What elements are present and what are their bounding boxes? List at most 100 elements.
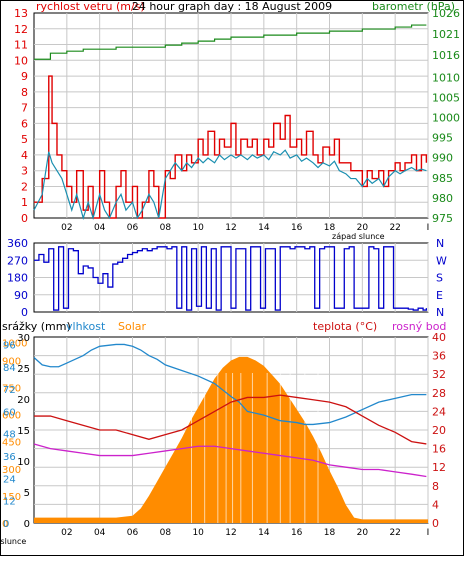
temperature-tick-label: 16 [432,443,446,456]
direction-tick-label: 90 [14,289,28,302]
compass-tick-label: N [436,237,444,250]
pressure-line [34,24,427,60]
temperature-tick-label: 0 [432,517,439,530]
thermo-x-tick-label: 18 [324,528,336,538]
thermo-x-tick-label: 16 [291,528,303,538]
wind-x-tick-label: 08 [160,223,172,233]
solar-tick-label: 600 [2,411,21,422]
rain-tick-label: 10 [17,457,30,468]
wind-tick-label: 1 [21,196,28,209]
wind-x-tick-label: 12 [225,223,236,233]
temperature-line [34,394,427,445]
temperature-tick-label: 28 [432,387,446,400]
thermo-x-tick-label: 06 [127,528,139,538]
wind-tick-label: 3 [21,165,28,178]
temperature-tick-label: 32 [432,368,446,381]
pressure-tick-label: 1005 [432,91,460,104]
thermo-x-tick-label: 20 [357,528,369,538]
rain-tick-label: 0 [24,519,30,530]
rain-tick-label: 15 [17,426,30,437]
rain-tick-label: 20 [17,395,30,406]
solar-tick-label: 450 [2,438,21,449]
solar-tick-label: 1000 [2,338,27,349]
pressure-tick-label: 1000 [432,112,460,125]
compass-tick-label: S [436,272,443,285]
humidity-tick-label: 96 [3,340,16,351]
temperature-axis-label: teplota (°C) [313,320,377,333]
direction-tick-label: 180 [7,272,28,285]
wind-axis-label: rychlost vetru (m/s) [36,0,145,13]
wind-x-tick-label: 10 [192,223,204,233]
pressure-tick-label: 990 [432,152,453,165]
wind-tick-label: 13 [14,7,28,20]
wind-average-line [33,149,427,221]
thermo-x-tick-label: 08 [160,528,172,538]
dew-point-axis-label: rosný bod [392,320,446,333]
wind-tick-label: 8 [21,86,28,99]
humidity-tick-label: 24 [3,474,16,485]
humidity-tick-label: 72 [3,385,16,396]
solar-area [34,356,428,523]
temperature-tick-label: 12 [432,461,446,474]
chart-title: 24 hour graph day : 18 August 2009 [132,0,332,13]
solar-tick-label: 0 [2,519,8,530]
wind-x-tick-label: 22 [389,223,400,233]
wind-tick-label: 7 [21,102,28,115]
solar-tick-label: 900 [2,356,21,367]
thermo-x-tick-label: 02 [61,528,72,538]
wind-x-tick-label: 14 [258,223,270,233]
wind-tick-label: 0 [21,212,28,225]
pressure-tick-label: 1010 [432,71,460,84]
wind-x-tick-label: 18 [324,223,336,233]
direction-tick-label: 360 [7,237,28,250]
thermo-x-tick-label: 14 [258,528,270,538]
solar-axis-label: Solar [118,320,147,333]
wind-x-tick-label: 16 [291,223,303,233]
compass-tick-label: E [436,289,443,302]
temperature-tick-label: 4 [432,498,439,511]
thermo-x-tick-label: 12 [225,528,236,538]
pressure-tick-label: 1021 [432,28,460,41]
pressure-tick-label: 1016 [432,49,460,62]
humidity-tick-label: 48 [3,430,16,441]
pressure-tick-label: 980 [432,192,453,205]
rain-tick-label: 25 [17,364,30,375]
humidity-tick-label: 84 [3,363,16,374]
rain-axis-label: srážky (mm) [2,320,71,333]
temperature-tick-label: 8 [432,480,439,493]
wind-gust-line [34,75,428,219]
compass-tick-label: N [436,306,444,319]
humidity-tick-label: 36 [3,452,16,463]
wind-tick-label: 12 [14,23,28,36]
wind-tick-label: 10 [14,54,28,67]
solar-tick-label: 300 [2,465,21,476]
dew-point-line [33,443,427,478]
wind-x-tick-label: I [427,223,430,233]
temperature-tick-label: 36 [432,350,446,363]
rain-tick-label: 5 [24,488,30,499]
direction-tick-label: 270 [7,254,28,267]
humidity-tick-label: 0 [3,519,9,530]
pressure-tick-label: 995 [432,132,453,145]
thermo-x-tick-label: 04 [94,528,106,538]
wind-x-tick-label: 02 [61,223,72,233]
humidity-tick-label: 60 [3,407,16,418]
humidity-line [33,343,427,426]
thermo-x-tick-label: 10 [192,528,204,538]
wind-x-tick-label: 20 [357,223,369,233]
pressure-tick-label: 985 [432,172,453,185]
wind-tick-label: 5 [21,133,28,146]
wind-direction-line [34,246,428,311]
thermo-x-tick-label: 22 [389,528,400,538]
wind-x-tick-label: 06 [127,223,139,233]
wind-tick-label: 11 [14,39,28,52]
rain-tick-label: 30 [17,333,30,344]
temperature-tick-label: 24 [432,405,446,418]
solar-tick-label: 750 [2,384,21,395]
sunset-label: západ slunce [332,232,385,241]
compass-tick-label: W [436,254,447,267]
humidity-tick-label: 12 [3,497,16,508]
pressure-tick-label: 1026 [432,7,460,20]
